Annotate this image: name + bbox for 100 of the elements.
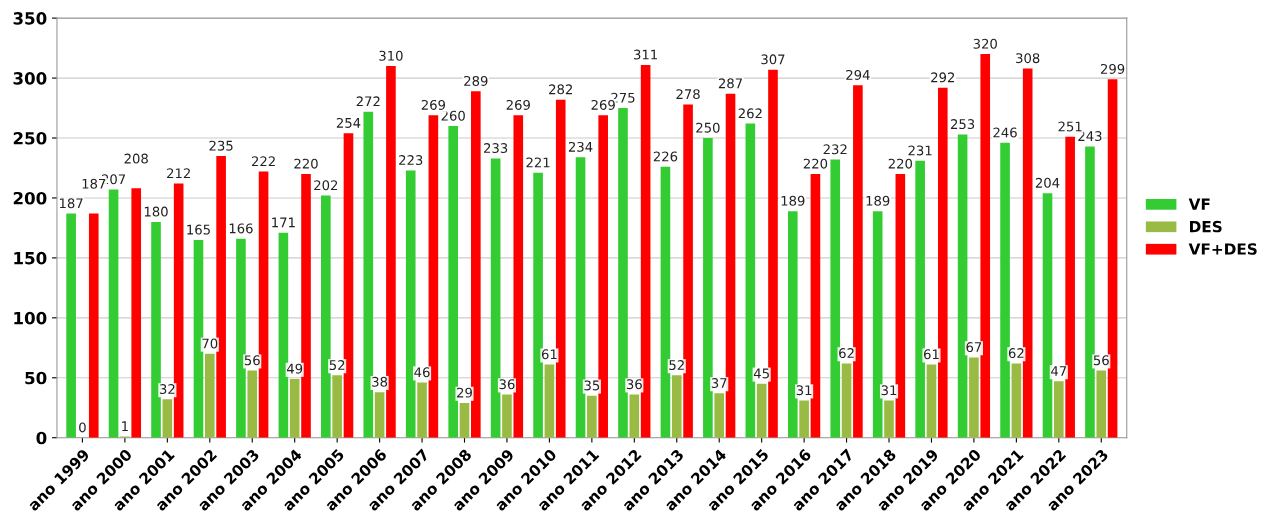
data-label: 231: [908, 145, 932, 156]
data-label: 223: [399, 155, 423, 166]
data-label: 292: [931, 72, 955, 83]
data-label: 212: [167, 168, 190, 179]
bar: [428, 115, 439, 438]
bar: [703, 138, 713, 438]
data-label: 49: [286, 363, 303, 374]
data-label: 221: [526, 157, 550, 168]
bar: [598, 115, 608, 438]
data-label: 208: [124, 153, 148, 164]
bar: [937, 87, 948, 438]
bar: [714, 393, 725, 438]
data-label: 307: [761, 54, 785, 65]
bar: [587, 395, 597, 438]
y-tick-label: 100: [14, 311, 47, 325]
bar: [258, 171, 269, 438]
data-label: 262: [738, 108, 762, 119]
bar: [278, 232, 289, 438]
data-label: 251: [1058, 121, 1082, 132]
data-label: 62: [1008, 348, 1024, 359]
bar: [683, 104, 693, 438]
bar: [459, 402, 470, 438]
bar: [787, 211, 798, 438]
bar: [915, 160, 925, 438]
data-label: 35: [584, 380, 600, 391]
bar: [301, 173, 311, 438]
data-label: 166: [229, 223, 253, 234]
data-label: 220: [294, 158, 318, 169]
data-label: 278: [676, 89, 700, 100]
bar: [417, 382, 427, 438]
legend-label: VF+DES: [1188, 243, 1257, 255]
data-label: 287: [718, 78, 742, 89]
data-label: 254: [336, 117, 361, 128]
data-label: 308: [1016, 53, 1040, 64]
data-label: 52: [329, 360, 345, 371]
bar: [544, 364, 555, 438]
data-label: 32: [159, 384, 175, 395]
data-label: 38: [372, 376, 388, 387]
data-label: 56: [244, 355, 260, 366]
data-label: 311: [634, 49, 657, 60]
bar: [756, 383, 767, 438]
data-label: 235: [209, 140, 233, 151]
bar: [799, 400, 809, 438]
bar: [332, 375, 342, 438]
bar: [471, 91, 481, 438]
data-label: 232: [823, 144, 847, 155]
data-label: 37: [711, 378, 727, 389]
bar: [405, 170, 416, 438]
data-label: 289: [464, 75, 488, 86]
bar: [640, 64, 651, 438]
data-label: 272: [356, 96, 380, 107]
bar: [660, 166, 671, 438]
bar: [1085, 146, 1095, 438]
legend-label: VF: [1188, 198, 1210, 210]
data-label: 187: [59, 198, 83, 209]
data-label: 220: [888, 158, 913, 169]
bar: [895, 173, 906, 438]
bar: [151, 221, 161, 438]
bar: [533, 172, 543, 438]
data-label: 226: [653, 151, 678, 162]
bar: [872, 211, 883, 438]
data-label: 243: [1078, 131, 1102, 142]
bar: [363, 111, 374, 438]
data-label: 47: [1051, 366, 1067, 376]
data-label: 234: [568, 141, 593, 152]
bar: [108, 189, 119, 438]
data-label: 1: [122, 421, 128, 431]
bar: [969, 357, 979, 438]
data-label: 310: [379, 50, 403, 61]
data-label: 233: [484, 143, 508, 154]
y-tick-label: 350: [13, 12, 47, 25]
bar: [1000, 142, 1010, 438]
data-label: 204: [1035, 177, 1060, 188]
bar: [321, 195, 331, 438]
bar: [980, 54, 991, 438]
bar: [131, 188, 142, 438]
y-tick-label: 200: [13, 191, 47, 205]
bar: [671, 375, 682, 438]
bar: [768, 69, 778, 438]
legend-label: DES: [1190, 220, 1222, 233]
bar: [289, 378, 300, 438]
data-label: 269: [421, 99, 446, 110]
data-label: 202: [314, 180, 338, 191]
bar: [448, 126, 458, 438]
data-label: 45: [753, 368, 769, 379]
bar: [810, 173, 821, 438]
data-label: 67: [966, 342, 982, 353]
y-tick-label: 300: [13, 72, 47, 85]
data-label: 36: [499, 379, 515, 390]
bar: [884, 400, 894, 438]
data-label: 61: [923, 349, 939, 360]
y-tick-label: 0: [36, 431, 47, 445]
bar: [236, 238, 246, 438]
bar: [555, 99, 566, 438]
data-label: 246: [993, 127, 1017, 138]
data-label: 171: [272, 217, 295, 228]
bar: [1011, 363, 1022, 438]
data-label: 62: [839, 348, 854, 359]
bar: [247, 370, 258, 438]
bar: [502, 394, 512, 438]
